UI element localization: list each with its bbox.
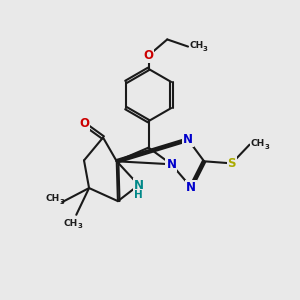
Text: N: N — [167, 158, 176, 171]
Text: CH: CH — [189, 40, 203, 50]
Text: 3: 3 — [77, 223, 82, 229]
Text: H: H — [134, 190, 143, 200]
Text: 3: 3 — [203, 46, 208, 52]
Text: N: N — [186, 181, 196, 194]
Text: O: O — [79, 117, 89, 130]
Text: N: N — [134, 178, 144, 192]
Text: N: N — [183, 133, 193, 146]
Text: S: S — [227, 157, 236, 170]
Text: CH: CH — [251, 139, 265, 148]
Text: CH: CH — [46, 194, 60, 203]
Text: CH: CH — [64, 219, 78, 228]
Text: 3: 3 — [264, 144, 269, 150]
Text: O: O — [143, 49, 154, 62]
Text: 3: 3 — [59, 199, 64, 205]
